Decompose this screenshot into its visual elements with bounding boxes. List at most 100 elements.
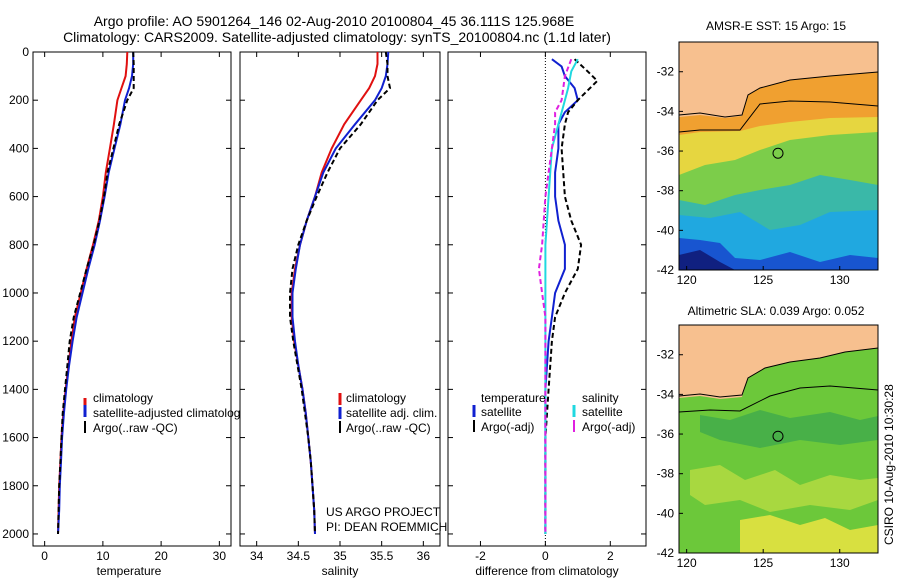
map-x-tick-label: 120 bbox=[677, 556, 697, 570]
y-tick-label: 1200 bbox=[2, 334, 29, 348]
map-x-tick-label: 120 bbox=[677, 273, 697, 287]
x-tick-label: -2 bbox=[475, 549, 486, 563]
difference-ticks: -2 0 2 bbox=[448, 51, 646, 563]
difference-series bbox=[537, 58, 599, 534]
temperature-panel: 0 10 20 30 0 200 400 600 800 1000 1200 1400 1600 1800… bbox=[2, 45, 246, 578]
legend-label-sal-satellite: satellite bbox=[582, 405, 623, 419]
sst-map-frame bbox=[678, 41, 879, 271]
credit-source: CSIRO 10-Aug-2010 10:30:28 bbox=[882, 384, 896, 545]
x-tick-label: 0 bbox=[542, 549, 549, 563]
map-y-tick-label: -36 bbox=[657, 144, 675, 158]
y-tick-label: 400 bbox=[9, 141, 29, 155]
sla-dark-green-patch bbox=[700, 410, 878, 448]
map-y-tick-label: -40 bbox=[657, 506, 675, 520]
y-tick-label: 200 bbox=[9, 93, 29, 107]
x-tick-label: 34 bbox=[250, 549, 264, 563]
figure-title-line1: Argo profile: AO 5901264_146 02-Aug-2010… bbox=[94, 13, 575, 29]
x-tick-label: 35 bbox=[333, 549, 347, 563]
x-tick-label: 35.5 bbox=[370, 549, 394, 563]
series-line-satellite-adj-clim- bbox=[291, 51, 390, 535]
salinity-legend: climatology satellite adj. clim. Argo(..… bbox=[338, 391, 437, 435]
map-y-tick-label: -34 bbox=[657, 104, 675, 118]
figure-title-line2: Climatology: CARS2009. Satellite-adjuste… bbox=[63, 29, 611, 45]
map-x-tick-label: 130 bbox=[830, 273, 850, 287]
difference-axes-frame bbox=[447, 51, 647, 547]
sst-deep-blue-patch bbox=[679, 250, 735, 270]
x-tick-label: 20 bbox=[154, 549, 168, 563]
sst-coastline bbox=[678, 71, 879, 118]
temperature-axes-frame bbox=[32, 51, 232, 547]
y-tick-label: 1000 bbox=[2, 286, 29, 300]
map-y-tick-label: -42 bbox=[657, 263, 675, 277]
sla-map-panel: Altimetric SLA: 0.039 Argo: 0.052 120 125… bbox=[657, 304, 879, 570]
series-line-salinity-satellite bbox=[544, 58, 579, 534]
sla-map-ticks: 120 125 130 -32 -34 -36 -38 -40 -42 bbox=[657, 348, 850, 570]
map-y-tick-label: -32 bbox=[657, 348, 675, 362]
sst-map-ticks: 120 125 130 -32 -34 -36 -38 -40 -42 bbox=[657, 65, 850, 287]
sst-map-title: AMSR-E SST: 15 Argo: 15 bbox=[706, 19, 846, 33]
map-y-tick-label: -38 bbox=[657, 184, 675, 198]
legend-label-satellite: satellite adj. clim. bbox=[346, 406, 437, 420]
temperature-xlabel: temperature bbox=[97, 564, 162, 578]
map-y-tick-label: -36 bbox=[657, 427, 675, 441]
map-x-tick-label: 125 bbox=[753, 556, 773, 570]
temperature-legend: climatology satellite-adjusted climatolo… bbox=[83, 391, 246, 435]
legend-heading-salinity: salinity bbox=[582, 391, 619, 405]
sla-map-frame bbox=[678, 324, 879, 554]
map-y-tick-label: -42 bbox=[657, 546, 675, 560]
salinity-ticks: 34 34.5 35 35.5 36 bbox=[240, 51, 440, 563]
legend-label-temp-satellite: satellite bbox=[481, 405, 522, 419]
temperature-series bbox=[57, 51, 135, 535]
sla-coastline bbox=[678, 347, 879, 398]
series-line-temperature-argo-adj- bbox=[544, 58, 599, 534]
legend-label-argo: Argo(..raw -QC) bbox=[93, 421, 178, 435]
map-x-tick-label: 125 bbox=[753, 273, 773, 287]
sst-map-panel: AMSR-E SST: 15 Argo: 15 120 125 130 -32 -34 -… bbox=[657, 19, 879, 287]
map-y-tick-label: -32 bbox=[657, 65, 675, 79]
x-tick-label: 36 bbox=[417, 549, 431, 563]
legend-label-satellite: satellite-adjusted climatology bbox=[93, 406, 246, 420]
map-x-tick-label: 130 bbox=[830, 556, 850, 570]
credit-pi: PI: DEAN ROEMMICH bbox=[326, 520, 447, 534]
sst-blue-band bbox=[679, 238, 878, 270]
legend-label-sal-argo: Argo(-adj) bbox=[582, 420, 635, 434]
legend-label-temp-argo: Argo(-adj) bbox=[481, 420, 534, 434]
legend-heading-temperature: temperature bbox=[481, 391, 546, 405]
legend-label-argo: Argo(..raw -QC) bbox=[346, 421, 431, 435]
difference-panel: -2 0 2 difference from climatology tempera… bbox=[447, 51, 647, 578]
difference-xlabel: difference from climatology bbox=[475, 564, 618, 578]
legend-label-climatology: climatology bbox=[346, 391, 406, 405]
x-tick-label: 30 bbox=[213, 549, 227, 563]
sla-yellow-patch bbox=[740, 515, 878, 553]
salinity-panel: 34 34.5 35 35.5 36 salinity climatology sate… bbox=[239, 51, 447, 578]
sla-map-title: Altimetric SLA: 0.039 Argo: 0.052 bbox=[688, 304, 865, 318]
salinity-series bbox=[289, 51, 392, 535]
series-line-argo-raw-qc- bbox=[57, 51, 135, 535]
y-tick-label: 1800 bbox=[2, 479, 29, 493]
x-tick-label: 2 bbox=[607, 549, 614, 563]
credit-project: US ARGO PROJECT bbox=[326, 505, 441, 519]
x-tick-label: 10 bbox=[96, 549, 110, 563]
y-tick-label: 600 bbox=[9, 190, 29, 204]
sla-contour bbox=[678, 385, 879, 413]
y-tick-label: 0 bbox=[22, 45, 29, 59]
sla-light-green-patch bbox=[690, 465, 878, 512]
x-tick-label: 0 bbox=[41, 549, 48, 563]
map-y-tick-label: -34 bbox=[657, 387, 675, 401]
difference-legend: temperature satellite Argo(-adj) salinit… bbox=[472, 391, 635, 434]
y-tick-label: 1400 bbox=[2, 382, 29, 396]
x-tick-label: 34.5 bbox=[287, 549, 311, 563]
map-y-tick-label: -38 bbox=[657, 467, 675, 481]
argo-float-marker bbox=[772, 147, 784, 159]
salinity-xlabel: salinity bbox=[322, 564, 359, 578]
map-y-tick-label: -40 bbox=[657, 223, 675, 237]
y-tick-label: 800 bbox=[9, 238, 29, 252]
salinity-axes-frame bbox=[239, 51, 441, 547]
argo-float-marker bbox=[772, 430, 784, 442]
temperature-ticks: 0 10 20 30 0 200 400 600 800 1000 1200 1400 1600 1800… bbox=[2, 45, 231, 563]
sst-contour bbox=[678, 100, 879, 133]
y-tick-label: 2000 bbox=[2, 527, 29, 541]
y-tick-label: 1600 bbox=[2, 431, 29, 445]
series-line-argo-raw-qc- bbox=[289, 51, 392, 535]
